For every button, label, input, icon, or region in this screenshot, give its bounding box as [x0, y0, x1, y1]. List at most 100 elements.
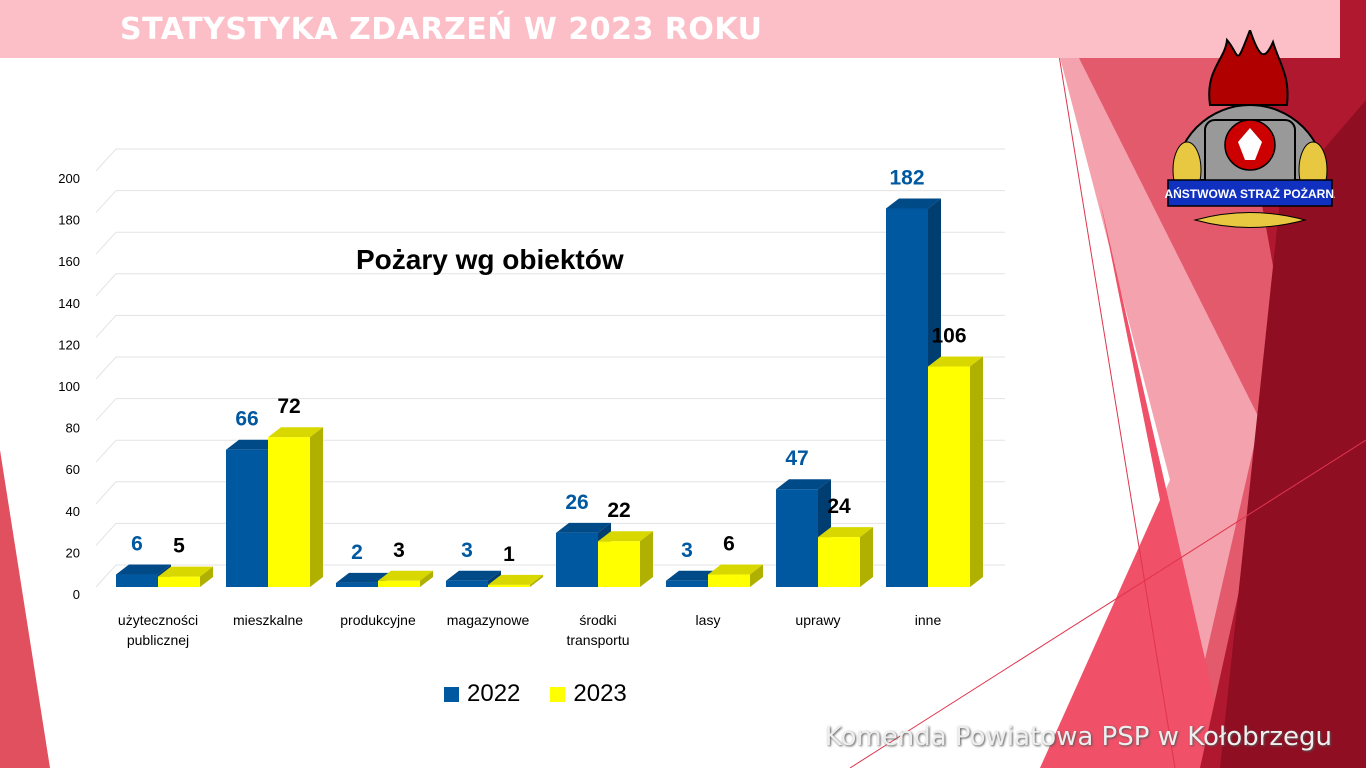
- bar-top: [488, 574, 543, 585]
- x-tick-label: inne: [915, 612, 942, 628]
- bar-2022: [446, 580, 488, 587]
- bar-2023: [378, 580, 420, 587]
- gridline: [95, 190, 1005, 213]
- bar-2022: [226, 449, 268, 587]
- bar-side: [750, 564, 763, 587]
- data-label: 1: [503, 543, 515, 566]
- data-label: 3: [461, 539, 473, 562]
- bar-side: [970, 356, 983, 587]
- data-label: 47: [785, 447, 808, 470]
- bar-top: [708, 564, 763, 575]
- y-tick-label: 60: [66, 462, 80, 477]
- bar-2022: [776, 489, 818, 587]
- data-label: 66: [235, 408, 258, 431]
- data-label: 6: [723, 533, 735, 556]
- y-tick-label: 0: [73, 587, 80, 602]
- bar-top: [818, 527, 873, 538]
- bar-side: [310, 427, 323, 587]
- y-tick-label: 100: [58, 379, 80, 394]
- x-tick-label: środki: [579, 612, 616, 628]
- bar-side: [530, 574, 543, 587]
- gridline: [95, 439, 1005, 463]
- bar-top: [556, 522, 611, 533]
- gridline: [95, 398, 1005, 421]
- y-tick-label: 120: [58, 337, 80, 352]
- bar-top: [598, 531, 653, 542]
- x-tick-label: magazynowe: [447, 612, 530, 628]
- bar-2023: [158, 576, 200, 587]
- bar-2023: [488, 584, 530, 587]
- bar-top: [666, 570, 721, 581]
- data-label: 5: [173, 535, 185, 558]
- bar-2023: [708, 574, 750, 587]
- data-label: 6: [131, 533, 143, 556]
- gridline: [95, 356, 1005, 380]
- bar-top: [226, 439, 281, 450]
- bar-top: [336, 572, 391, 583]
- legend-item-2023: 2023: [550, 680, 627, 708]
- gridline: [95, 273, 1005, 297]
- y-tick-label: 20: [66, 545, 80, 560]
- bar-top: [378, 570, 433, 581]
- x-tick-label: mieszkalne: [233, 612, 303, 628]
- gridline: [95, 564, 1005, 588]
- bar-top: [116, 564, 171, 575]
- data-label: 182: [889, 166, 924, 189]
- legend-item-2022: 2022: [444, 680, 520, 708]
- bar-2022: [336, 582, 378, 587]
- bar-2022: [116, 574, 158, 587]
- x-tick-label: produkcyjne: [340, 612, 416, 628]
- y-tick-label: 40: [66, 504, 80, 519]
- data-label: 24: [827, 495, 851, 518]
- bar-side: [200, 566, 213, 587]
- x-tick-label: użyteczności: [118, 612, 198, 628]
- bar-2022: [666, 580, 708, 587]
- bar-2023: [268, 437, 310, 587]
- x-tick-label: transportu: [566, 632, 629, 648]
- bar-2023: [928, 366, 970, 587]
- y-tick-label: 160: [58, 254, 80, 269]
- x-tick-label: uprawy: [795, 612, 840, 628]
- footer-text: Komenda Powiatowa PSP w Kołobrzegu: [824, 722, 1332, 752]
- data-label: 106: [931, 325, 966, 348]
- x-tick-label: publicznej: [127, 632, 189, 648]
- bar-2022: [886, 208, 928, 587]
- bar-chart: 0 20 40 60 80 100 120 140 160 180 200 6 5 użytecznośc…: [58, 148, 1005, 648]
- bar-top: [928, 356, 983, 367]
- chart-title: Pożary wg obiektów: [356, 244, 624, 275]
- legend: 2022 2023: [444, 680, 627, 708]
- legend-label-2023: 2023: [573, 680, 627, 707]
- bar-2023: [598, 541, 640, 587]
- bar-top: [446, 570, 501, 581]
- bar-top: [886, 198, 941, 209]
- data-label: 2: [351, 541, 363, 564]
- data-label: 3: [681, 539, 693, 562]
- y-tick-label: 200: [58, 171, 80, 186]
- y-tick-label: 80: [66, 421, 80, 436]
- bar-top: [158, 566, 213, 577]
- svg-text:PAŃSTWOWA STRAŻ POŻARNA: PAŃSTWOWA STRAŻ POŻARNA: [1165, 186, 1335, 201]
- slide-title: STATYSTYKA ZDARZEŃ W 2023 ROKU: [120, 12, 763, 47]
- legend-swatch-2023: [550, 686, 566, 702]
- legend-label-2022: 2022: [467, 680, 521, 707]
- gridline: [95, 314, 1005, 338]
- bar-side: [640, 531, 653, 587]
- psp-logo: PAŃSTWOWA STRAŻ POŻARNA: [1165, 30, 1335, 228]
- gridline: [95, 148, 1005, 172]
- data-label: 72: [277, 395, 300, 418]
- header-band: STATYSTYKA ZDARZEŃ W 2023 ROKU: [0, 0, 1340, 58]
- data-label: 26: [565, 491, 588, 514]
- gridline: [95, 522, 1005, 546]
- bar-side: [420, 570, 433, 587]
- y-tick-label: 180: [58, 213, 80, 228]
- bar-side: [860, 527, 873, 587]
- bar-top: [776, 479, 831, 490]
- x-tick-label: lasy: [696, 612, 721, 628]
- gridline: [95, 481, 1005, 505]
- data-label: 3: [393, 539, 405, 562]
- data-label: 22: [607, 499, 630, 522]
- bar-2022: [556, 532, 598, 587]
- bar-2023: [818, 537, 860, 587]
- bar-top: [268, 427, 323, 438]
- gridline: [95, 231, 1005, 255]
